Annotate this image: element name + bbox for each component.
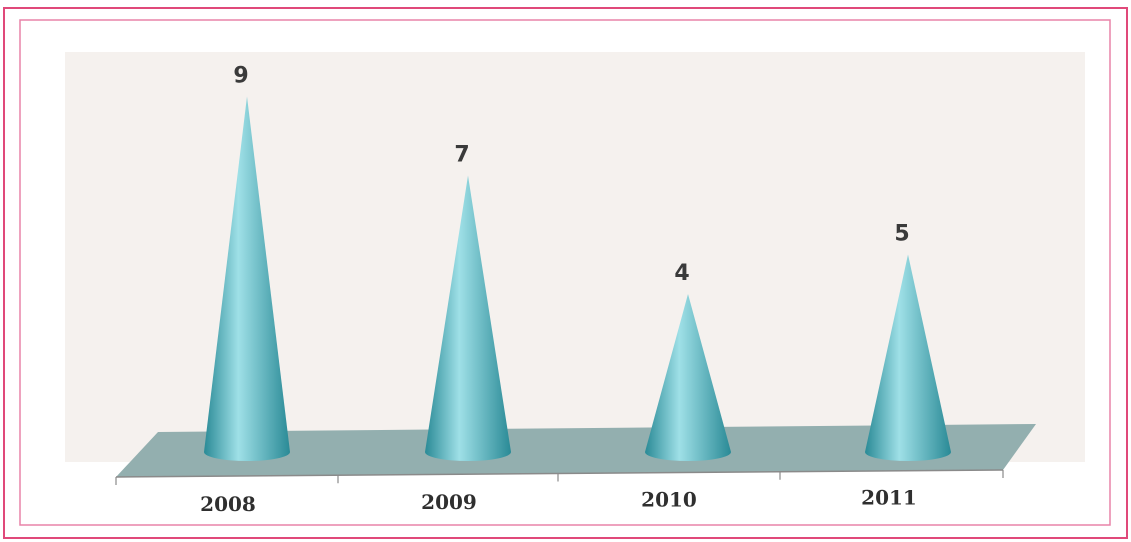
outer-frame (3, 7, 1128, 539)
inner-frame (19, 19, 1111, 526)
x-tick-label-2010: 2010 (641, 488, 697, 512)
chart-floor (116, 424, 1036, 477)
cone-bar-2009 (425, 175, 511, 461)
x-axis-line (115, 469, 1004, 478)
cone-bar-2011 (865, 254, 951, 461)
cone-body (425, 175, 511, 461)
x-tick-label-2009: 2009 (421, 490, 477, 514)
x-tick-label-2011: 2011 (861, 485, 917, 509)
cone-bar-2010 (645, 294, 731, 461)
cone-bar-2008 (204, 96, 290, 461)
cone-body (645, 294, 731, 461)
data-label-2009: 7 (454, 143, 469, 168)
data-label-2010: 4 (674, 261, 689, 286)
data-label-2008: 9 (233, 64, 248, 89)
x-tick-label-2008: 2008 (200, 492, 256, 516)
data-label-2011: 5 (894, 222, 909, 247)
cone-body (204, 96, 290, 461)
marks-layer: 9 2008 7 2009 4 2010 5 2011 (115, 64, 1004, 516)
cone-body (865, 254, 951, 461)
